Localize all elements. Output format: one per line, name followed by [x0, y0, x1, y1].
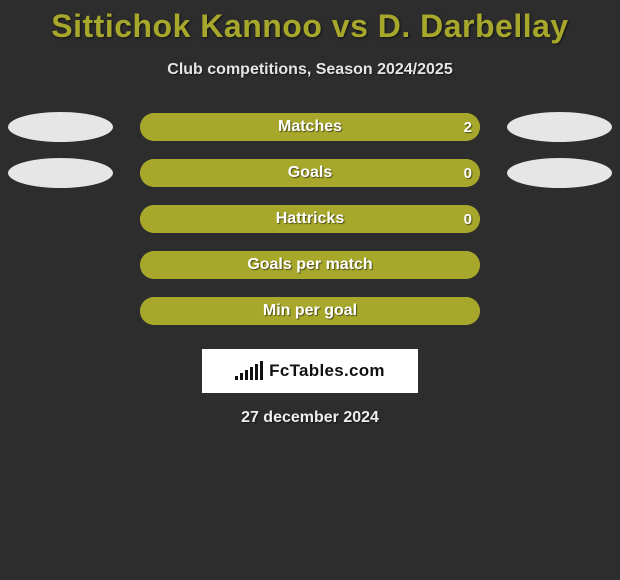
stats-rows: Matches 2 Goals 0 Hattricks 0 Goals per match M…: [0, 113, 620, 325]
logo-bars-icon: [235, 362, 263, 380]
infographic-container: Sittichok Kannoo vs D. Darbellay Club co…: [0, 0, 620, 580]
stat-bar: Matches 2: [140, 113, 480, 141]
stat-label: Min per goal: [263, 302, 357, 320]
stat-value: 0: [464, 211, 472, 228]
fctables-logo: FcTables.com: [202, 349, 418, 393]
stat-bar: Min per goal: [140, 297, 480, 325]
stat-row: Min per goal: [0, 297, 620, 325]
player-left-ellipse: [8, 112, 113, 142]
stat-label: Hattricks: [276, 210, 344, 228]
stat-value: 0: [464, 165, 472, 182]
footer-date: 27 december 2024: [0, 409, 620, 427]
stat-bar: Goals per match: [140, 251, 480, 279]
stat-row: Goals per match: [0, 251, 620, 279]
stat-bar: Goals 0: [140, 159, 480, 187]
player-right-ellipse: [507, 158, 612, 188]
stat-value: 2: [464, 119, 472, 136]
player-left-ellipse: [8, 158, 113, 188]
stat-row: Matches 2: [0, 113, 620, 141]
stat-label: Goals per match: [247, 256, 372, 274]
stat-bar: Hattricks 0: [140, 205, 480, 233]
stat-label: Matches: [278, 118, 342, 136]
page-title: Sittichok Kannoo vs D. Darbellay: [0, 8, 620, 45]
logo-text: FcTables.com: [269, 361, 385, 381]
stat-row: Hattricks 0: [0, 205, 620, 233]
subtitle: Club competitions, Season 2024/2025: [0, 61, 620, 79]
player-right-ellipse: [507, 112, 612, 142]
stat-row: Goals 0: [0, 159, 620, 187]
stat-label: Goals: [288, 164, 332, 182]
